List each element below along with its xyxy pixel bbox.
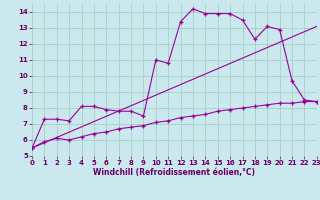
X-axis label: Windchill (Refroidissement éolien,°C): Windchill (Refroidissement éolien,°C) [93,168,255,177]
